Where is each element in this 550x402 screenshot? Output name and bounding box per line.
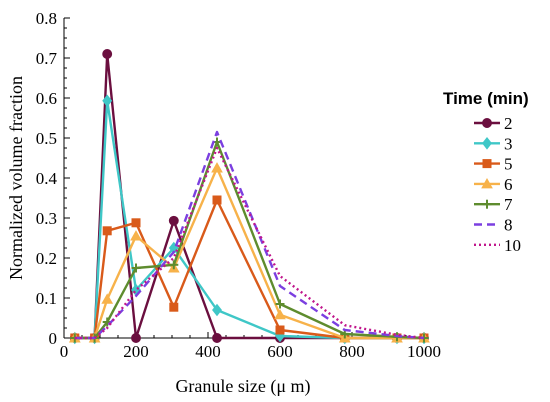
data-point-marker [130, 230, 142, 241]
series-line [74, 166, 424, 340]
data-point-marker [131, 333, 141, 343]
data-point-marker [482, 118, 492, 128]
series-2 [69, 49, 429, 343]
data-point-marker [131, 218, 141, 228]
series-line [74, 52, 424, 340]
legend-label: 6 [504, 175, 513, 194]
y-tick-label: 0.2 [36, 249, 57, 268]
series-7 [70, 137, 429, 343]
legend-label: 10 [504, 236, 521, 255]
data-point-marker [275, 299, 285, 309]
legend-label: 5 [504, 155, 513, 174]
y-tick-label: 0.5 [36, 129, 57, 148]
legend-item: 10 [474, 236, 521, 255]
y-tick-label: 0 [49, 329, 58, 348]
series-10 [74, 146, 425, 340]
series-8 [74, 130, 425, 340]
y-tick-label: 0.7 [36, 49, 58, 68]
legend-item: 5 [474, 155, 513, 174]
x-tick-label: 800 [339, 342, 365, 361]
series-line [74, 99, 424, 340]
data-point-marker [481, 178, 493, 189]
data-point-marker [169, 260, 179, 270]
data-point-marker [212, 303, 222, 317]
y-tick-label: 0.8 [36, 9, 57, 28]
series-line [74, 198, 424, 340]
series-line [74, 130, 425, 340]
data-point-marker [169, 302, 179, 312]
data-point-marker [131, 283, 141, 297]
series-6 [68, 162, 430, 343]
legend-label: 8 [504, 216, 513, 235]
series-layer [68, 49, 430, 345]
y-tick-label: 0.1 [36, 289, 57, 308]
data-point-marker [102, 49, 113, 59]
series-line [74, 146, 425, 340]
data-point-marker [274, 308, 286, 320]
legend-item: 6 [474, 175, 513, 194]
legend-label: 3 [504, 134, 513, 153]
x-axis-label: Granule size (μ m) [175, 376, 310, 397]
legend-label: 2 [504, 114, 513, 133]
legend-item: 2 [474, 114, 513, 133]
data-point-marker [212, 195, 222, 205]
data-point-marker [482, 159, 492, 169]
legend-title: Time (min) [443, 89, 529, 108]
legend-item: 3 [474, 134, 513, 153]
data-point-marker [131, 263, 141, 273]
data-point-marker [212, 333, 222, 343]
x-tick-label: 200 [123, 342, 149, 361]
y-tick-label: 0.4 [36, 169, 58, 188]
data-point-marker [482, 199, 492, 209]
data-point-marker [482, 137, 492, 150]
x-tick-label: 1000 [407, 342, 441, 361]
legend: Time (min) 23 567 810 [443, 89, 529, 255]
legend-item: 8 [474, 216, 513, 235]
data-point-marker [275, 325, 285, 335]
legend-item: 7 [474, 195, 513, 214]
data-point-marker [102, 226, 112, 236]
data-point-marker [168, 215, 179, 226]
x-tick-label: 600 [267, 342, 293, 361]
x-tick-label: 400 [195, 342, 221, 361]
x-tick-label: 0 [60, 342, 69, 361]
y-tick-label: 0.6 [36, 89, 57, 108]
legend-label: 7 [504, 195, 513, 214]
axes: 0 200 400 600 800 1000 0 0.1 0.2 0.3 0.4 0.5 0.6 0.7 0… [36, 9, 441, 361]
data-point-marker [101, 293, 114, 304]
data-point-marker [102, 94, 113, 108]
y-tick-label: 0.3 [36, 209, 57, 228]
data-point-marker [211, 162, 223, 173]
y-axis-label: Normalized volume fraction [6, 76, 26, 280]
